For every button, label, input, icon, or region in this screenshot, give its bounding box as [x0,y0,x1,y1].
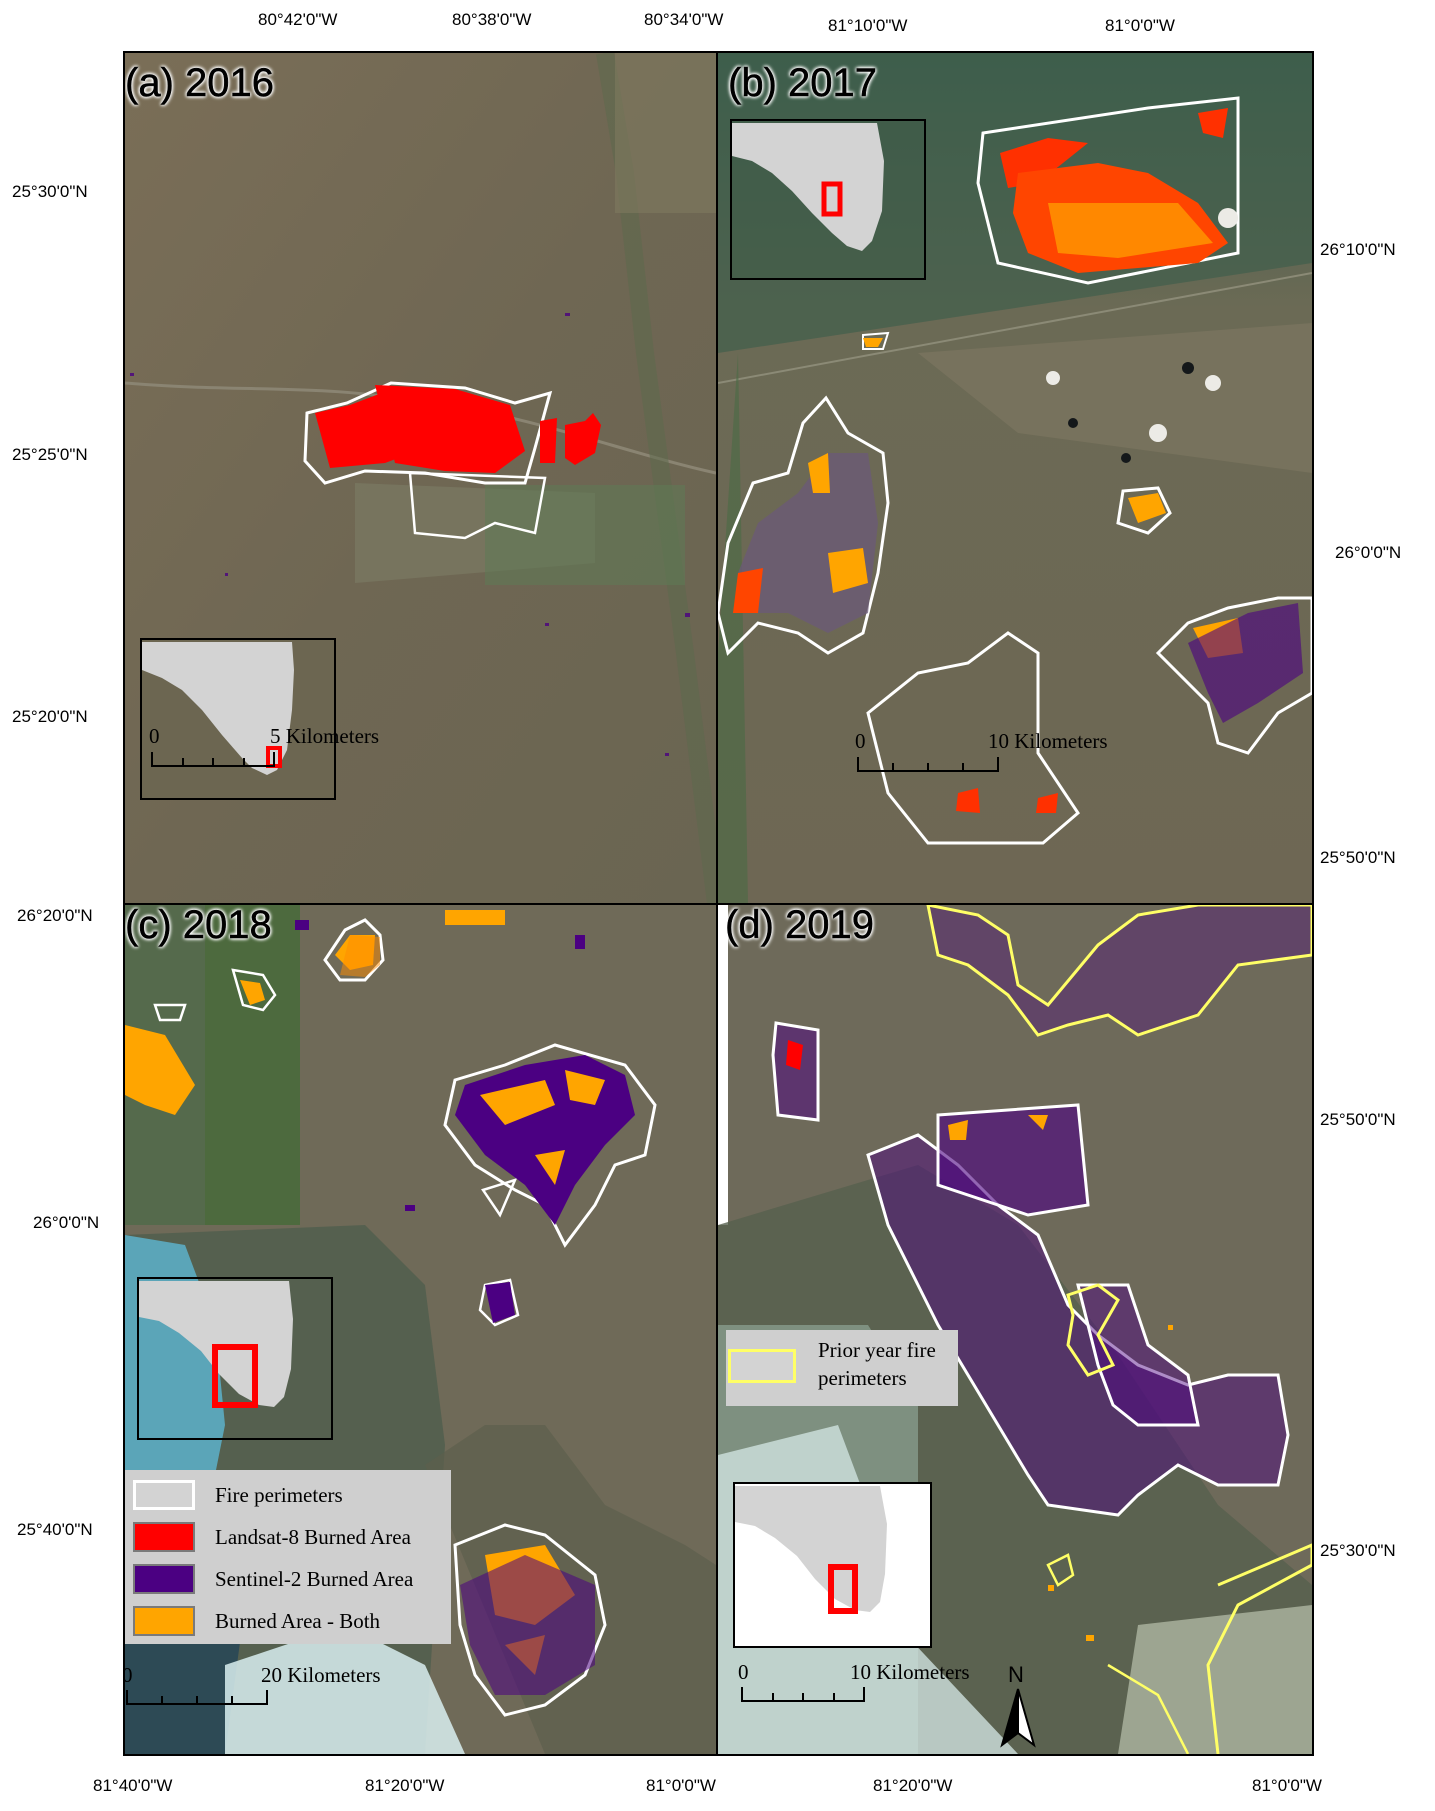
legend-swatch-landsat [133,1522,195,1552]
panel-b-label: (b) 2017 [728,61,877,106]
scale-zero-a: 0 [149,724,160,748]
scale-zero-c: 0 [125,1663,133,1687]
tick-top-a-3: 80°34'0"W [644,10,724,29]
inset-locator-d [828,1564,858,1614]
legend-label-fire-perimeters: Fire perimeters [215,1483,343,1507]
tick-left-a-3: 25°20'0"N [12,707,88,726]
tick-right-b-1: 26°10'0"N [1320,240,1396,259]
scale-label-b: 10 Kilometers [988,729,1108,753]
tick-right-d-2: 25°30'0"N [1320,1541,1396,1560]
inset-locator-b [821,181,843,217]
legend-swatch-prior [728,1349,796,1383]
legend-swatch-sentinel [133,1564,195,1594]
tick-top-a-1: 80°42'0"W [258,10,338,29]
legend-label-sentinel: Sentinel-2 Burned Area [215,1567,414,1591]
scale-bar-c [126,1690,268,1705]
scale-bar-d [741,1687,865,1702]
panel-a-2016: (a) 2016 0 5 Kilometers [125,53,716,903]
legend-prior: Prior year fire perimeters [726,1330,958,1406]
tick-left-a-1: 25°30'0"N [12,182,88,201]
tick-left-c-3: 25°40'0"N [17,1520,93,1539]
panel-b-2017: (b) 2017 0 10 Kilometers [718,53,1312,903]
panel-c-2018: (c) 2018 Fire perimeters Landsat-8 Burne… [125,905,716,1754]
panel-c-inset [137,1277,333,1440]
map-frame [123,51,1314,1756]
panel-d-inset [733,1482,932,1648]
scale-bar-b [857,757,999,772]
legend-label-prior-line1: Prior year fire [818,1338,936,1362]
tick-bottom-c-3: 81°0'0"W [646,1776,716,1795]
north-label: N [1008,1662,1024,1687]
scale-zero-d: 0 [738,1660,749,1684]
panel-d-2019: (d) 2019 Prior year fire perimeters 0 10… [718,905,1312,1754]
tick-top-b-2: 81°0'0"W [1105,16,1175,35]
tick-right-b-2: 26°0'0"N [1335,543,1402,562]
panel-divider-horizontal [125,903,1312,905]
tick-bottom-c-2: 81°20'0"W [365,1776,445,1795]
legend-label-both: Burned Area - Both [215,1609,381,1633]
legend-swatch-both [133,1606,195,1636]
scale-bar-a [151,752,275,767]
tick-bottom-c-1: 81°40'0"W [93,1776,173,1795]
panel-a-inset [140,638,336,800]
legend-main: Fire perimeters Landsat-8 Burned Area Se… [125,1470,451,1644]
tick-top-a-2: 80°38'0"W [452,10,532,29]
panel-a-label: (a) 2016 [125,61,274,106]
scale-label-c: 20 Kilometers [261,1663,381,1687]
tick-right-b-3: 25°50'0"N [1320,848,1396,867]
panel-c-label: (c) 2018 [125,905,272,947]
fire-perimeter-a [303,381,553,485]
panel-b-inset [730,119,926,280]
tick-left-c-1: 26°20'0"N [17,906,93,925]
tick-top-b-1: 81°10'0"W [828,16,908,35]
inset-locator-c [212,1344,258,1408]
tick-left-a-2: 25°25'0"N [12,445,88,464]
scale-label-d: 10 Kilometers [850,1660,970,1684]
panel-d-label: (d) 2019 [725,905,874,947]
panel-d-map [718,905,1312,1754]
legend-label-prior-line2: perimeters [818,1366,907,1390]
north-arrow-icon [1000,1688,1036,1748]
scale-zero-b: 0 [855,729,866,753]
scale-label-a: 5 Kilometers [270,724,380,748]
legend-label-landsat: Landsat-8 Burned Area [215,1525,411,1549]
tick-bottom-d-1: 81°20'0"W [873,1776,953,1795]
legend-swatch-fire-perimeters [133,1480,195,1510]
tick-left-c-2: 26°0'0"N [33,1213,100,1232]
tick-bottom-d-2: 81°0'0"W [1252,1776,1322,1795]
tick-right-d-1: 25°50'0"N [1320,1110,1396,1129]
